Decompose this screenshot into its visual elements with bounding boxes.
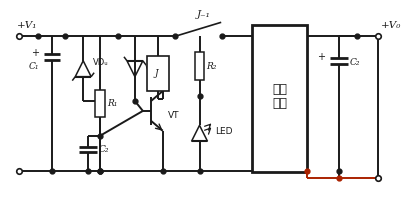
Bar	[252, 24, 307, 173]
Text: R₂: R₂	[206, 62, 217, 71]
Text: +V₁: +V₁	[17, 21, 37, 30]
Text: C₂: C₂	[350, 58, 360, 67]
Text: R₁: R₁	[107, 99, 118, 108]
Text: +: +	[31, 48, 39, 58]
Text: VDᵤ: VDᵤ	[93, 58, 109, 67]
Text: LED: LED	[215, 127, 233, 136]
Text: 稳压: 稳压	[272, 83, 287, 96]
Text: C₁: C₁	[29, 62, 39, 71]
Text: VT: VT	[168, 111, 179, 120]
Text: J: J	[155, 69, 158, 78]
Text: +: +	[317, 52, 325, 62]
Text: +V₀: +V₀	[381, 21, 401, 30]
Text: J₋₁: J₋₁	[197, 10, 210, 19]
Text: C₂: C₂	[99, 145, 109, 154]
Bar	[147, 56, 169, 91]
Text: 电路: 电路	[272, 97, 287, 110]
Bar	[95, 90, 105, 117]
Bar	[195, 52, 204, 80]
Text: VD: VD	[145, 64, 157, 73]
